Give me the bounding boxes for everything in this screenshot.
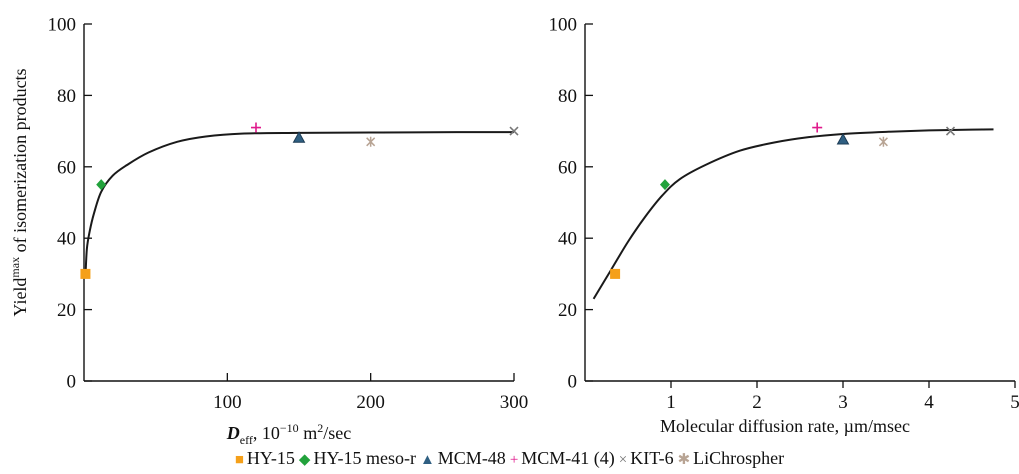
- data-point-hy-15-meso-r: [659, 179, 670, 191]
- legend-marker: +: [509, 452, 519, 468]
- y-tick-label: 20: [558, 300, 577, 321]
- data-point-hy-15: [80, 268, 91, 279]
- y-tick-label: 80: [558, 86, 577, 107]
- y-tick-label: 40: [57, 229, 76, 250]
- data-point-lichrospher: [878, 136, 888, 147]
- y-axis-title: Yieldmax of isomerization products: [8, 68, 30, 316]
- x-tick-label: 2: [752, 392, 762, 413]
- data-point-mcm-41-4: [812, 122, 823, 133]
- legend-marker: ◆: [298, 452, 311, 468]
- legend-label: MCM-48: [437, 448, 506, 468]
- data-point-hy-15: [610, 268, 621, 279]
- y-tick-label: 40: [558, 229, 577, 250]
- legend-item: × KIT-6: [619, 447, 674, 471]
- legend-item: ▲ MCM-48: [420, 447, 506, 471]
- x-tick-label: 200: [356, 392, 385, 413]
- x-tick-label: 5: [1010, 392, 1019, 413]
- legend-item: ■ HY-15: [235, 447, 295, 471]
- y-tick-label: 100: [48, 15, 77, 36]
- y-tick-label: 100: [549, 15, 578, 36]
- x-axis-title: Deff, 10−10 m2/sec: [226, 421, 351, 447]
- data-point-mcm-41-4: [251, 122, 261, 133]
- y-tick-label: 20: [57, 300, 76, 321]
- legend-marker: ×: [618, 452, 628, 468]
- y-tick-label: 0: [568, 372, 578, 393]
- y-tick-label: 80: [57, 86, 76, 107]
- x-tick-label: 300: [500, 392, 529, 413]
- y-tick-label: 60: [57, 157, 76, 178]
- legend-label: MCM-41 (4): [521, 448, 615, 468]
- data-point-mcm-48: [292, 131, 306, 143]
- chart-panel-left: 0 20 40 60 80 100 100 200 300 Yieldmax of isomeri…: [8, 15, 528, 448]
- y-tick-label: 0: [67, 372, 77, 393]
- y-tick-label: 60: [558, 157, 577, 178]
- legend-label: HY-15 meso-r: [313, 448, 416, 468]
- fit-curve: [592, 128, 994, 300]
- data-point-kit-6: [945, 126, 956, 136]
- legend-item: + MCM-41 (4): [510, 447, 615, 471]
- x-tick-label: 3: [838, 392, 848, 413]
- legend-item: ◆ HY-15 meso-r: [299, 447, 416, 471]
- data-point-mcm-48: [836, 132, 850, 145]
- legend-label: LiChrospher: [693, 448, 785, 468]
- x-tick-label: 1: [666, 392, 676, 413]
- legend-marker: ▲: [419, 452, 435, 468]
- x-axis-title: Molecular diffusion rate, µm/msec: [660, 416, 910, 436]
- data-point-kit-6: [509, 126, 519, 136]
- chart-panel-right: 0 20 40 60 80 100 1 2 3 4 5 Molecular diffusion rat…: [549, 15, 1019, 437]
- fit-curve: [84, 131, 515, 278]
- x-tick-label: 4: [924, 392, 934, 413]
- legend-marker: ■: [234, 452, 244, 468]
- legend-item: ✱ LiChrospher: [678, 447, 785, 471]
- data-point-lichrospher: [366, 136, 376, 147]
- legend-marker: ✱: [677, 452, 691, 468]
- data-point-hy-15-meso-r: [96, 179, 107, 191]
- legend-label: KIT-6: [630, 448, 674, 468]
- legend-label: HY-15: [246, 448, 295, 468]
- legend: ■ HY-15 ◆ HY-15 meso-r ▲ MCM-48 + MCM-41 (4) × KI…: [0, 447, 1019, 471]
- x-tick-label: 100: [213, 392, 242, 413]
